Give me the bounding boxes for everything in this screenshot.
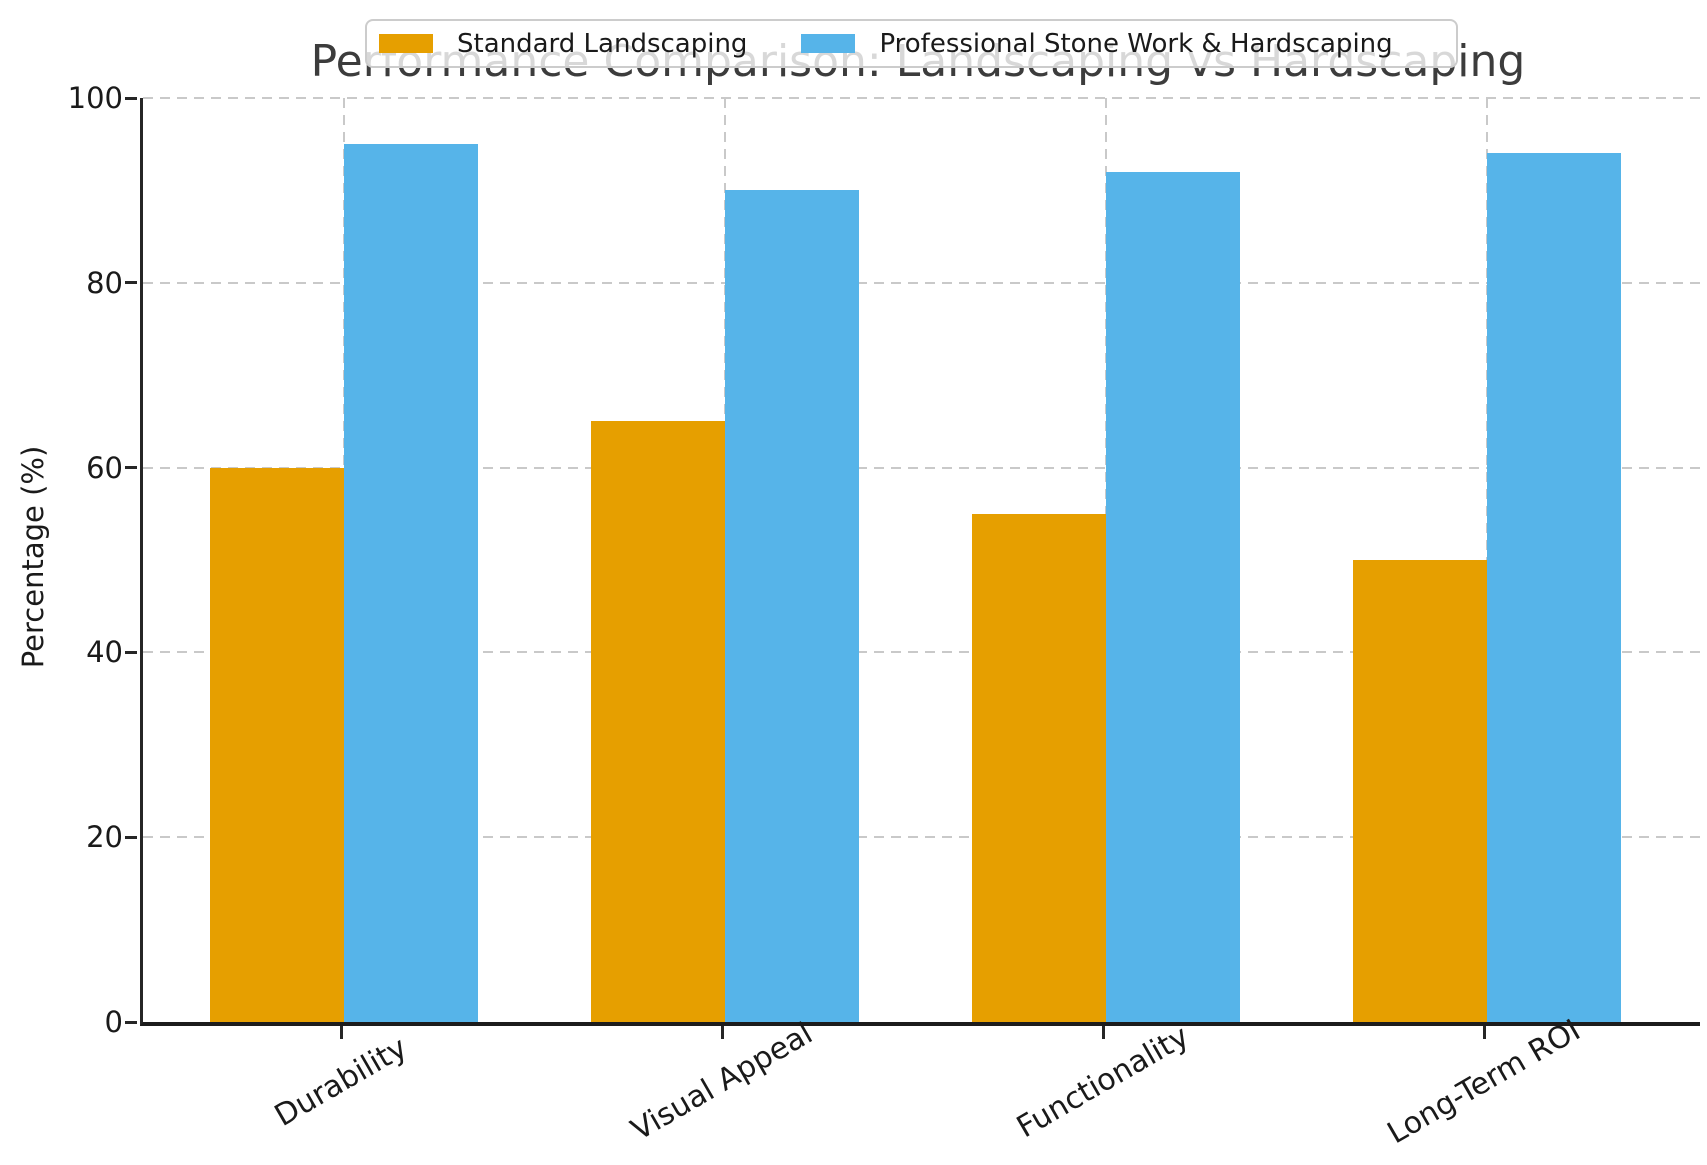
legend-item-professional-hardscaping: Professional Stone Work & Hardscaping	[801, 28, 1393, 59]
y-tick-label-100: 100	[67, 81, 123, 115]
plot-area	[140, 97, 1700, 1026]
y-tick-60	[125, 466, 137, 470]
bar-professional-stone-work-hardscaping-3	[1487, 153, 1621, 1022]
legend-swatch-professional-hardscaping	[801, 34, 856, 53]
bar-professional-stone-work-hardscaping-0	[344, 144, 478, 1022]
x-tick-0	[339, 1026, 343, 1039]
legend-label-standard-landscaping: Standard Landscaping	[457, 28, 748, 59]
y-tick-label-60: 60	[86, 450, 123, 485]
gridline-y-60	[143, 466, 1700, 469]
x-tick-3	[1482, 1026, 1486, 1039]
bar-standard-landscaping-2	[972, 513, 1106, 1022]
bar-professional-stone-work-hardscaping-1	[725, 190, 859, 1022]
y-tick-40	[125, 650, 137, 654]
gridline-y-100	[143, 97, 1700, 99]
gridline-y-40	[143, 651, 1700, 654]
x-tick-label-0: Durability	[268, 1030, 414, 1134]
y-tick-label-80: 80	[86, 265, 123, 300]
legend-label-professional-hardscaping: Professional Stone Work & Hardscaping	[879, 28, 1393, 59]
y-tick-0	[125, 1020, 137, 1024]
legend-swatch-standard-landscaping	[379, 34, 433, 53]
gridline-y-80	[143, 281, 1700, 284]
bar-standard-landscaping-0	[210, 467, 344, 1022]
bar-standard-landscaping-1	[591, 421, 725, 1022]
y-tick-20	[125, 835, 137, 839]
y-tick-label-20: 20	[86, 820, 123, 855]
y-tick-80	[125, 281, 137, 285]
x-tick-1	[720, 1026, 724, 1039]
gridline-y-20	[143, 836, 1700, 839]
y-tick-100	[125, 96, 137, 100]
y-tick-label-40: 40	[86, 635, 123, 670]
y-tick-label-0: 0	[104, 1005, 123, 1039]
bar-standard-landscaping-3	[1353, 560, 1487, 1022]
legend: Standard Landscaping Professional Stone …	[365, 19, 1458, 68]
bar-professional-stone-work-hardscaping-2	[1106, 171, 1240, 1022]
legend-item-standard-landscaping: Standard Landscaping	[379, 29, 747, 59]
x-tick-2	[1101, 1026, 1105, 1039]
